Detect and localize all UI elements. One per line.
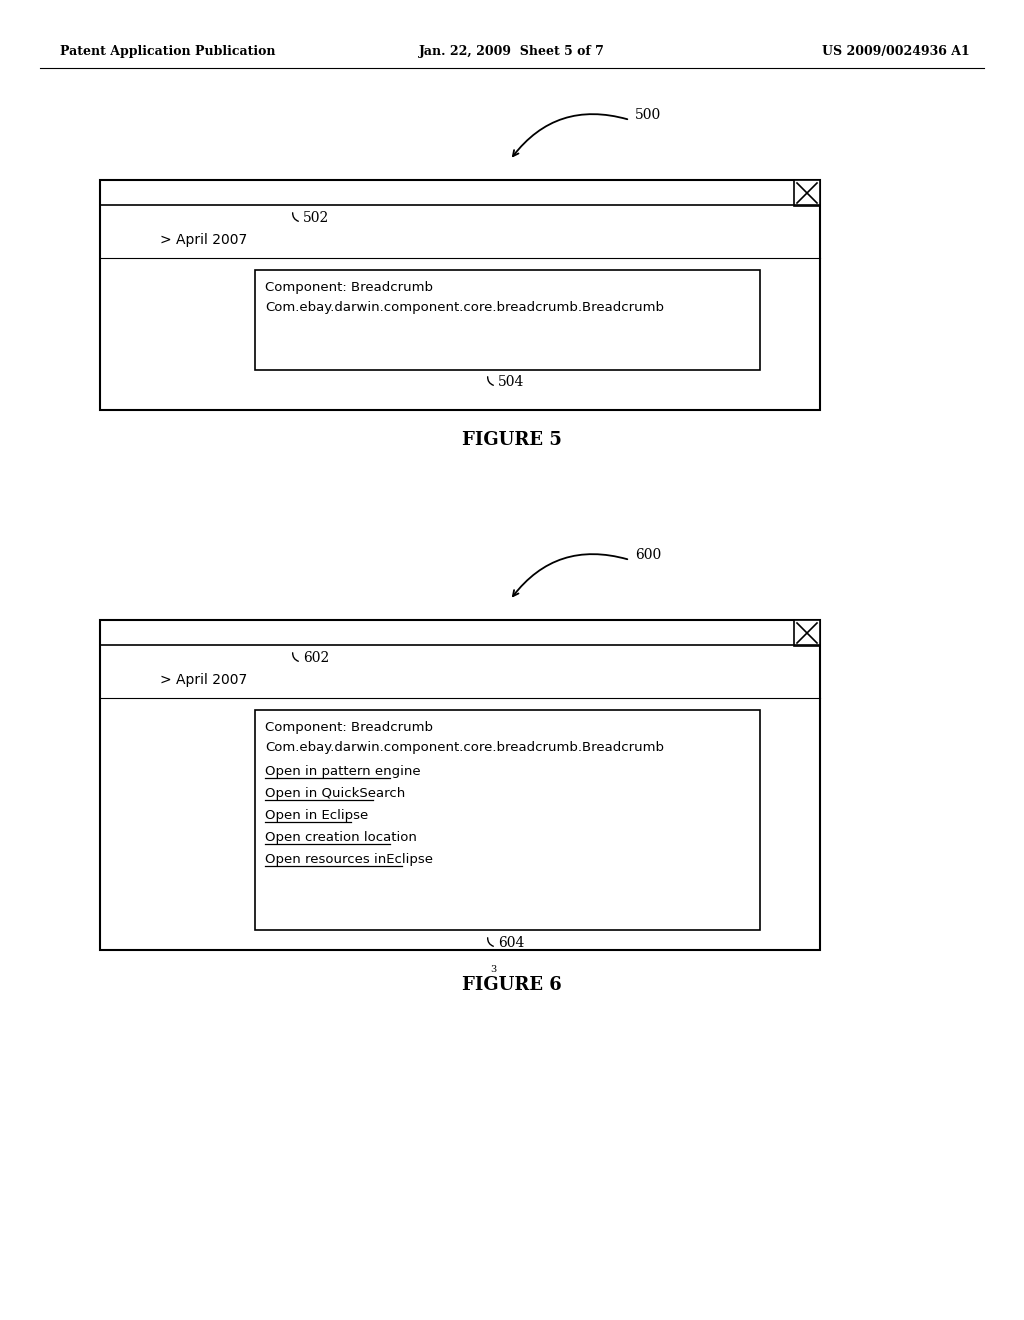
- Bar: [794, 180, 820, 206]
- Text: 502: 502: [303, 211, 330, 224]
- Bar: [794, 620, 820, 645]
- Text: Component: Breadcrumb: Component: Breadcrumb: [265, 281, 433, 294]
- Text: Open in pattern engine: Open in pattern engine: [265, 766, 421, 779]
- Text: 3: 3: [490, 965, 497, 974]
- Text: Open in Eclipse: Open in Eclipse: [265, 809, 369, 822]
- Text: Com.ebay.darwin.component.core.breadcrumb.Breadcrumb: Com.ebay.darwin.component.core.breadcrum…: [265, 301, 664, 314]
- Bar: [255, 710, 760, 931]
- Text: Open resources inEclipse: Open resources inEclipse: [265, 854, 433, 866]
- Text: Jan. 22, 2009  Sheet 5 of 7: Jan. 22, 2009 Sheet 5 of 7: [419, 45, 605, 58]
- Text: > April 2007: > April 2007: [160, 234, 247, 247]
- Text: 500: 500: [635, 108, 662, 121]
- Text: 604: 604: [498, 936, 524, 950]
- Text: Com.ebay.darwin.component.core.breadcrumb.Breadcrumb: Com.ebay.darwin.component.core.breadcrum…: [265, 742, 664, 755]
- Text: Component: Breadcrumb: Component: Breadcrumb: [265, 722, 433, 734]
- Text: 600: 600: [635, 548, 662, 562]
- Text: US 2009/0024936 A1: US 2009/0024936 A1: [822, 45, 970, 58]
- Text: Patent Application Publication: Patent Application Publication: [60, 45, 275, 58]
- Bar: [255, 271, 760, 370]
- Bar: [100, 620, 820, 950]
- Text: Open in QuickSearch: Open in QuickSearch: [265, 788, 406, 800]
- Text: 504: 504: [498, 375, 524, 389]
- Text: FIGURE 6: FIGURE 6: [462, 975, 562, 994]
- Text: Open creation location: Open creation location: [265, 832, 417, 845]
- Text: FIGURE 5: FIGURE 5: [462, 432, 562, 449]
- Bar: [100, 180, 820, 411]
- Text: > April 2007: > April 2007: [160, 673, 247, 686]
- Text: 602: 602: [303, 651, 330, 665]
